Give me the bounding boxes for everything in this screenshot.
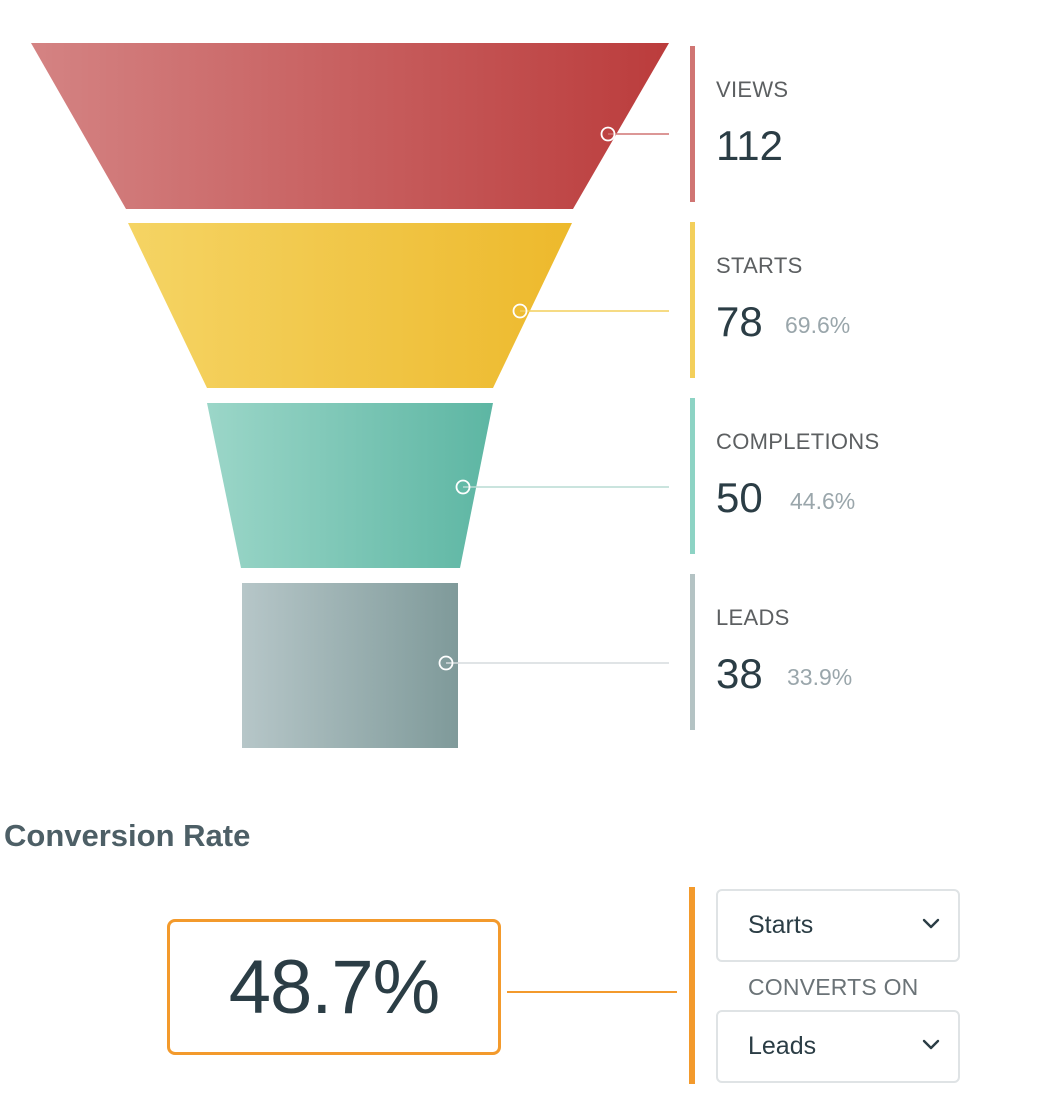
- conversion-rate-divider: [689, 887, 695, 1084]
- funnel-segment-completions: [207, 403, 493, 568]
- stage-starts: STARTS 78 69.6%: [690, 222, 1020, 378]
- stage-leads: LEADS 38 33.9%: [690, 574, 1020, 730]
- stage-leads-label: LEADS: [716, 605, 790, 630]
- chevron-down-icon: [922, 918, 940, 929]
- stage-starts-value: 78: [716, 298, 763, 345]
- stage-completions: COMPLETIONS 50 44.6%: [690, 398, 1020, 554]
- stage-starts-bar: [690, 222, 695, 378]
- conversion-rate-connector: [507, 991, 677, 993]
- funnel-marker-completions: [455, 479, 471, 495]
- from-stage-select-value: Starts: [748, 911, 814, 939]
- to-stage-select[interactable]: Leads: [716, 1010, 960, 1083]
- chevron-down-icon: [922, 1039, 940, 1050]
- stage-views-value: 112: [716, 122, 783, 169]
- stage-leads-percent: 33.9%: [787, 664, 853, 690]
- funnel-segment-leads: [242, 583, 458, 748]
- stage-completions-bar: [690, 398, 695, 554]
- conversion-rate-title: Conversion Rate: [4, 818, 251, 853]
- conversion-rate-box: 48.7%: [167, 919, 501, 1055]
- stage-completions-percent: 44.6%: [790, 488, 856, 514]
- stage-starts-percent: 69.6%: [785, 312, 851, 338]
- funnel-segment-views: [31, 43, 669, 209]
- to-stage-select-value: Leads: [748, 1032, 817, 1060]
- stage-completions-label: COMPLETIONS: [716, 429, 880, 454]
- stage-leads-value: 38: [716, 650, 763, 697]
- stage-views-bar: [690, 46, 695, 202]
- conversion-rate-value: 48.7%: [228, 944, 440, 1030]
- funnel-chart: [31, 43, 669, 748]
- funnel-marker-views: [600, 126, 616, 142]
- stage-leads-bar: [690, 574, 695, 730]
- converts-on-label: CONVERTS ON: [748, 974, 919, 1000]
- funnel-marker-leads: [438, 655, 454, 671]
- stage-completions-value: 50: [716, 474, 763, 521]
- funnel-segment-starts: [128, 223, 572, 388]
- stage-starts-label: STARTS: [716, 253, 803, 278]
- from-stage-select[interactable]: Starts: [716, 889, 960, 962]
- stage-views-label: VIEWS: [716, 77, 789, 102]
- stage-views: VIEWS 112: [690, 46, 1020, 202]
- funnel-marker-starts: [512, 303, 528, 319]
